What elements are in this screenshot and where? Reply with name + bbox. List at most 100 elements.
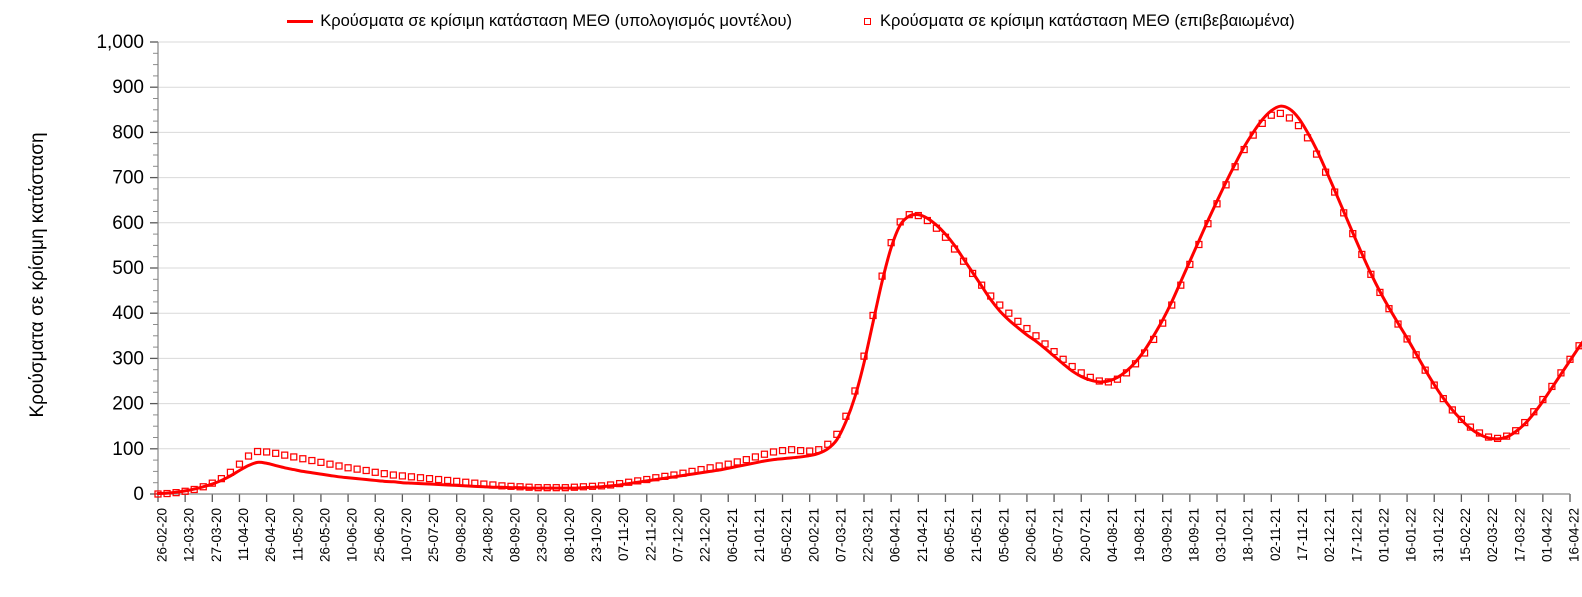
data-point-marker (380, 470, 388, 478)
x-axis-tick-label: 31-01-22 (1431, 508, 1446, 562)
data-point-marker (797, 446, 805, 455)
x-axis-tick-label: 23-10-20 (589, 508, 604, 562)
data-point-marker (308, 456, 316, 465)
y-axis-tick-label: 1,000 (96, 32, 144, 53)
data-point-marker (326, 460, 334, 468)
legend-item-confirmed[interactable]: Κρούσματα σε κρίσιμη κατάσταση ΜΕΘ (επιβ… (864, 13, 1295, 30)
data-point-marker (1294, 121, 1303, 130)
confirmed-series-markers (154, 109, 1582, 498)
data-point-marker (434, 475, 443, 484)
data-point-marker (253, 447, 262, 456)
x-axis-tick-label: 22-11-20 (643, 508, 658, 561)
x-axis-tick-label: 19-08-21 (1132, 508, 1147, 562)
data-point-marker (416, 474, 425, 482)
x-axis-tick-label: 21-05-21 (969, 508, 984, 562)
x-axis-tick-label: 08-10-20 (562, 508, 577, 562)
data-point-marker (344, 464, 352, 472)
data-point-marker (389, 471, 397, 479)
x-axis-tick-label: 12-03-20 (182, 508, 197, 562)
legend-item-model[interactable]: Κρούσματα σε κρίσιμη κατάσταση ΜΕΘ (υπολ… (287, 13, 792, 30)
x-axis-tick-label: 05-07-21 (1051, 508, 1066, 562)
x-axis-tick-label: 18-09-21 (1186, 508, 1201, 562)
gridlines-group (158, 41, 1570, 495)
data-point-marker (1032, 332, 1040, 340)
x-axis-tick-label: 15-02-22 (1458, 508, 1473, 562)
data-point-marker (453, 477, 461, 485)
data-point-marker (262, 448, 271, 456)
x-axis-tick-label: 26-02-20 (155, 508, 170, 562)
x-axis-tick-label: 16-04-22 (1567, 508, 1582, 562)
y-axis-tick-label: 600 (112, 213, 144, 234)
x-axis-tick-label: 26-04-20 (263, 508, 278, 562)
x-axis-tick-label: 20-02-21 (806, 508, 821, 562)
y-axis-tick-label: 400 (112, 303, 144, 324)
y-axis-tick-label: 500 (112, 258, 144, 279)
x-axis-tick-label: 01-04-22 (1539, 508, 1554, 562)
data-point-marker (425, 475, 434, 483)
data-point-marker (1005, 309, 1013, 317)
data-point-marker (760, 450, 769, 458)
data-point-marker (1448, 406, 1456, 414)
data-point-marker (290, 453, 298, 461)
x-axis-tick-label: 22-03-21 (861, 508, 876, 562)
y-axis-labels-group: 0 100 200 300 400 500 600 700 800 900 1,000 (96, 32, 144, 505)
x-axis-tick-label: 03-10-21 (1214, 508, 1229, 562)
data-point-marker (353, 465, 361, 473)
data-point-marker (733, 458, 741, 466)
x-axis-tick-label: 06-01-21 (725, 508, 740, 562)
data-point-marker (281, 451, 289, 459)
x-axis-labels-group: 26-02-20 12-03-20 27-03-20 11-04-20 26-04-20… (155, 508, 1582, 562)
x-axis-tick-label: 10-07-20 (399, 508, 414, 562)
x-axis-tick-label: 23-09-20 (535, 508, 550, 562)
y-axis-tick-label: 300 (112, 348, 144, 369)
x-axis-tick-label: 08-09-20 (508, 508, 523, 562)
legend-label-model: Κρούσματα σε κρίσιμη κατάσταση ΜΕΘ (υπολ… (320, 11, 793, 30)
x-axis-tick-label: 07-12-20 (670, 508, 685, 562)
data-point-marker (751, 453, 760, 461)
x-axis-tick-label: 11-04-20 (236, 508, 251, 561)
x-axis-tick-label: 16-01-22 (1404, 508, 1419, 562)
data-point-marker (996, 301, 1004, 309)
x-axis-tick-label: 22-12-20 (698, 508, 713, 562)
data-point-marker (778, 446, 787, 455)
x-axis-tick-label: 18-10-21 (1241, 508, 1256, 562)
line-swatch-icon (287, 19, 314, 23)
x-axis-tick-label: 04-08-21 (1105, 508, 1120, 562)
data-point-marker (244, 452, 253, 460)
y-axis-tick-label: 700 (112, 168, 144, 189)
x-axis-tick-label: 17-03-22 (1512, 508, 1527, 562)
x-axis-tick-label: 21-04-21 (915, 508, 930, 562)
y-axis-tick-label: 100 (112, 439, 144, 460)
x-axis-tick-label: 02-12-21 (1322, 508, 1337, 562)
x-axis-tick-label: 01-01-22 (1376, 508, 1391, 562)
data-point-marker (362, 466, 370, 475)
x-axis-tick-label: 17-11-21 (1295, 508, 1310, 561)
data-point-marker (335, 462, 343, 470)
x-axis-tick-label: 06-04-21 (888, 508, 903, 562)
x-axis-ticks-group (157, 494, 1571, 502)
data-point-marker (724, 460, 732, 468)
x-axis-tick-label: 24-08-20 (480, 508, 495, 562)
y-axis-ticks-group (150, 41, 158, 495)
x-axis-tick-label: 02-03-22 (1485, 508, 1500, 562)
x-axis-tick-label: 17-12-21 (1349, 508, 1364, 562)
x-axis-tick-label: 20-06-21 (1023, 508, 1038, 562)
data-point-marker (769, 448, 778, 456)
data-point-marker (787, 446, 796, 454)
data-point-marker (272, 449, 280, 457)
data-point-marker (715, 462, 723, 470)
data-point-marker (299, 455, 307, 463)
y-axis-tick-label: 900 (112, 77, 144, 98)
x-axis-tick-label: 03-09-21 (1159, 508, 1174, 562)
x-axis-tick-label: 10-06-20 (345, 508, 360, 562)
x-axis-tick-label: 26-05-20 (317, 508, 332, 562)
x-axis-tick-label: 20-07-21 (1078, 508, 1093, 562)
data-point-marker (1276, 109, 1284, 118)
x-axis-tick-label: 07-11-20 (616, 508, 631, 561)
square-marker-icon (864, 17, 872, 25)
x-axis-tick-label: 06-05-21 (942, 508, 957, 562)
x-axis-tick-label: 09-08-20 (453, 508, 468, 562)
x-axis-tick-label: 05-06-21 (996, 508, 1011, 562)
